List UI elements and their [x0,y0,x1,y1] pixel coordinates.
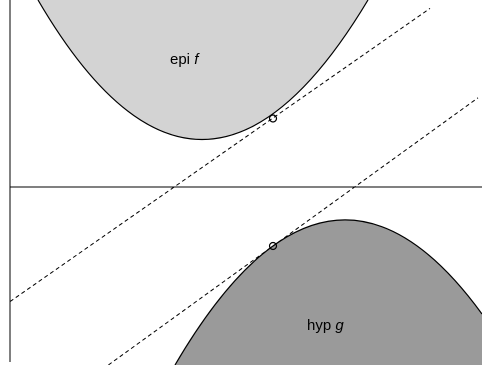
hypograph-fill [175,219,482,365]
g-curve [174,219,482,366]
tangent-line-f [9,7,431,303]
hyp-label: hyp g [307,317,344,334]
region-name: epi [170,51,190,68]
tangent-line-g [108,97,479,366]
function-name: g [335,317,344,334]
f-curve [37,0,369,141]
tangent-point-g [268,241,278,251]
tangent-point-f [268,114,278,123]
function-name: f [194,51,200,68]
epi-label: epi f [170,51,200,68]
region-name: hyp [307,317,331,334]
